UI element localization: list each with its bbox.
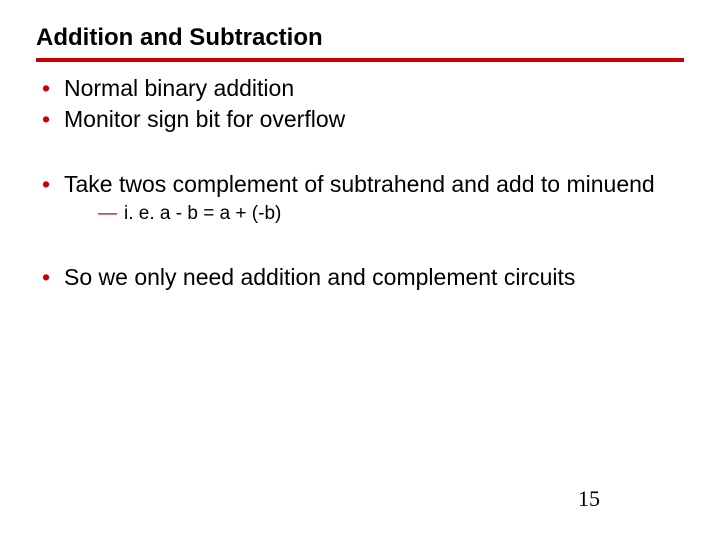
sub-bullet-list: i. e. a - b = a + (-b)	[64, 202, 684, 227]
bullet-item: Monitor sign bit for overflow	[36, 105, 684, 134]
bullet-item: So we only need addition and complement …	[36, 263, 684, 292]
page-number: 15	[578, 486, 600, 512]
bullet-item: Normal binary addition	[36, 74, 684, 103]
bullet-list: Normal binary addition Monitor sign bit …	[36, 74, 684, 134]
slide: Addition and Subtraction Normal binary a…	[0, 0, 720, 540]
bullet-text: Take twos complement of subtrahend and a…	[64, 171, 655, 197]
spacer	[36, 136, 684, 170]
title-underline	[36, 58, 684, 62]
bullet-item: Take twos complement of subtrahend and a…	[36, 170, 684, 227]
bullet-list: Take twos complement of subtrahend and a…	[36, 170, 684, 227]
slide-title: Addition and Subtraction	[36, 24, 684, 52]
bullet-list: So we only need addition and complement …	[36, 263, 684, 292]
spacer	[36, 229, 684, 263]
sub-bullet-item: i. e. a - b = a + (-b)	[64, 202, 684, 227]
